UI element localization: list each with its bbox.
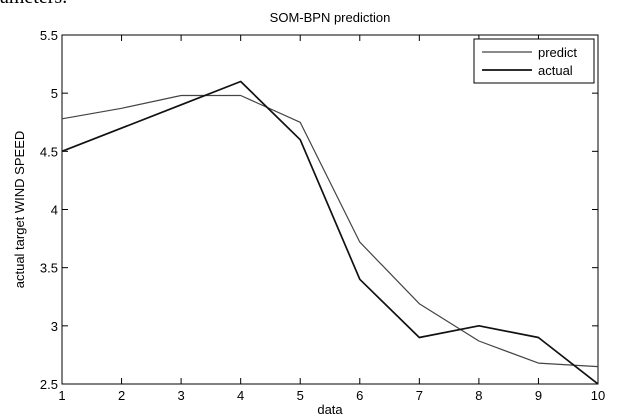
series-lines xyxy=(61,80,599,385)
x-tick-label: 4 xyxy=(237,388,244,403)
y-tick-label: 3 xyxy=(51,319,58,334)
x-tick-label: 2 xyxy=(118,388,125,403)
y-tick-label: 5.5 xyxy=(40,28,58,43)
x-tick-label: 5 xyxy=(297,388,304,403)
chart-title: SOM-BPN prediction xyxy=(270,10,391,25)
legend-label-predict: predict xyxy=(538,45,577,60)
clipped-text-fragment: ameters. xyxy=(0,0,200,10)
legend-box xyxy=(473,38,595,84)
x-tick-label: 6 xyxy=(356,388,363,403)
y-axis-label: actual target WIND SPEED xyxy=(12,131,27,289)
series-line-predict xyxy=(61,94,599,368)
x-tick-label: 7 xyxy=(416,388,423,403)
legend-label-actual: actual xyxy=(538,63,573,78)
x-tick-label: 3 xyxy=(177,388,184,403)
x-tick-label: 9 xyxy=(535,388,542,403)
x-axis-label: data xyxy=(317,402,343,417)
x-tick-label: 1 xyxy=(58,388,65,403)
x-tick-label: 10 xyxy=(591,388,605,403)
y-tick-label: 2.5 xyxy=(40,377,58,392)
y-tick-label: 4.5 xyxy=(40,144,58,159)
x-tick-label: 8 xyxy=(475,388,482,403)
y-tick-label: 3.5 xyxy=(40,261,58,276)
series-line-actual xyxy=(61,80,599,385)
legend: predict actual xyxy=(473,38,595,84)
y-tick-label: 4 xyxy=(51,203,58,218)
y-tick-label: 5 xyxy=(51,86,58,101)
